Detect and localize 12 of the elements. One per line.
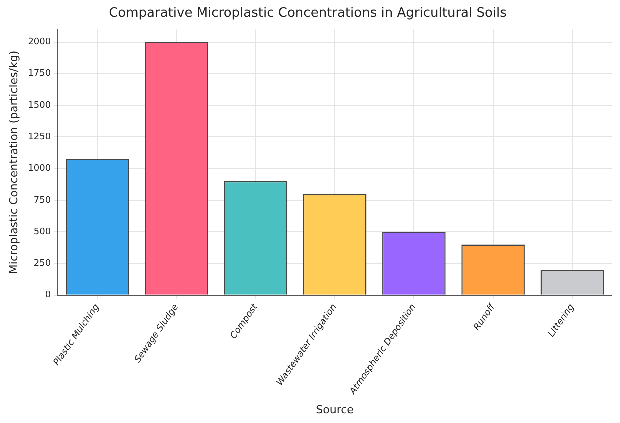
y-tick-label: 1000	[28, 164, 52, 174]
y-tick-label: 1250	[28, 132, 52, 143]
chart-title: Comparative Microplastic Concentrations in Agricultural Soils	[109, 6, 508, 22]
y-tick-label: 2000	[28, 38, 52, 48]
x-axis-title: Source	[316, 403, 354, 416]
y-tick-label: 1500	[28, 100, 52, 111]
y-tick-label: 500	[34, 227, 52, 238]
y-tick-label: 1750	[28, 69, 52, 80]
y-tick-label: 0	[45, 290, 52, 301]
y-axis-title: Microplastic Concentration (particles/kg)	[7, 50, 20, 274]
y-tick-label: 750	[34, 196, 52, 206]
y-tick-label: 250	[34, 259, 52, 270]
